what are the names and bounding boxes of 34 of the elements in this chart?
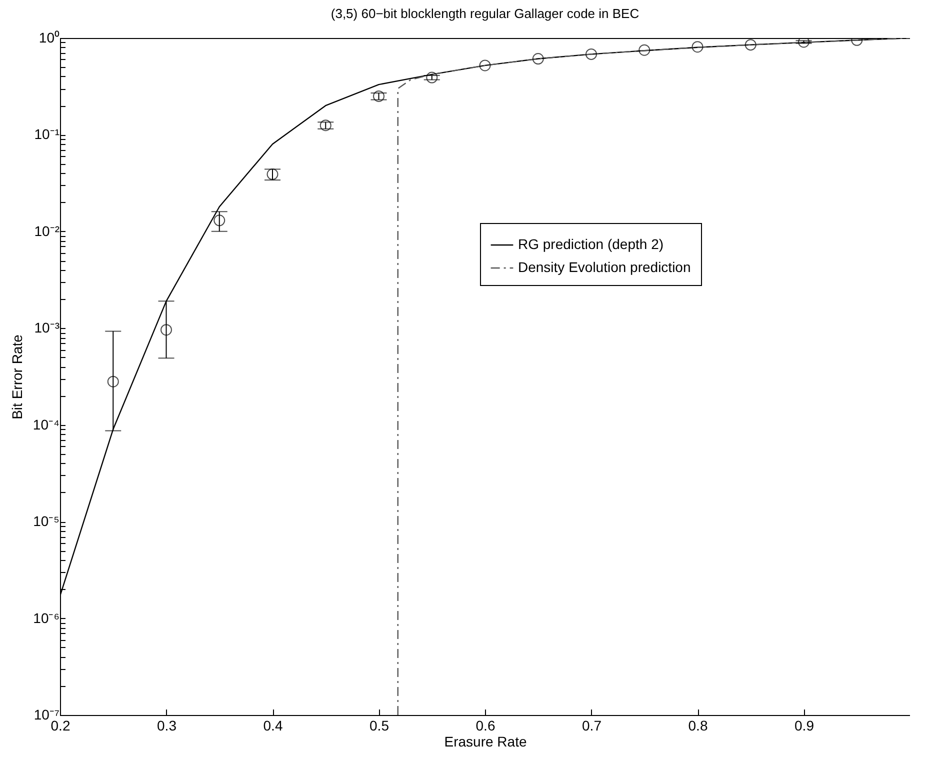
point (479, 60, 491, 72)
y-tick-label: 10⁻⁴ (32, 416, 60, 432)
legend-label: Density Evolution prediction (518, 259, 691, 275)
y-tick-label: 10⁻¹ (34, 126, 60, 142)
point (744, 39, 756, 51)
point (320, 120, 332, 132)
x-tick-label: 0.4 (263, 718, 283, 734)
x-tick-label: 0.2 (50, 718, 70, 734)
point (373, 90, 384, 102)
x-axis-title: Erasure Rate (444, 734, 527, 750)
x-tick-label: 0.8 (688, 718, 708, 734)
chart-title: (3,5) 60−bit blocklength regular Gallager code in BEC (330, 6, 640, 21)
point (107, 376, 119, 388)
y-tick-label: 10⁻³ (34, 320, 60, 336)
x-tick-label: 0.9 (794, 718, 814, 734)
x-tick-label: 0.6 (476, 718, 496, 734)
point (638, 44, 650, 56)
x-tick-label: 0.3 (157, 718, 177, 734)
point (586, 48, 597, 60)
point (160, 324, 172, 336)
x-tick-label: 0.5 (370, 718, 390, 734)
point (798, 38, 810, 48)
y-tick-label: 10⁻⁵ (33, 513, 60, 530)
x-tick-label: 0.7 (582, 718, 602, 734)
line-series (397, 38, 910, 715)
y-axis-title: Bit Error Rate (8, 334, 25, 420)
legend-label: RG prediction (depth 2) (518, 236, 664, 252)
y-tick-label: 10⁰ (38, 30, 60, 46)
y-tick-label: 10⁻⁶ (33, 610, 60, 626)
point (426, 72, 438, 84)
point (692, 41, 704, 53)
point (532, 53, 544, 64)
y-tick-label: 10⁻² (34, 222, 60, 239)
point (214, 214, 226, 226)
